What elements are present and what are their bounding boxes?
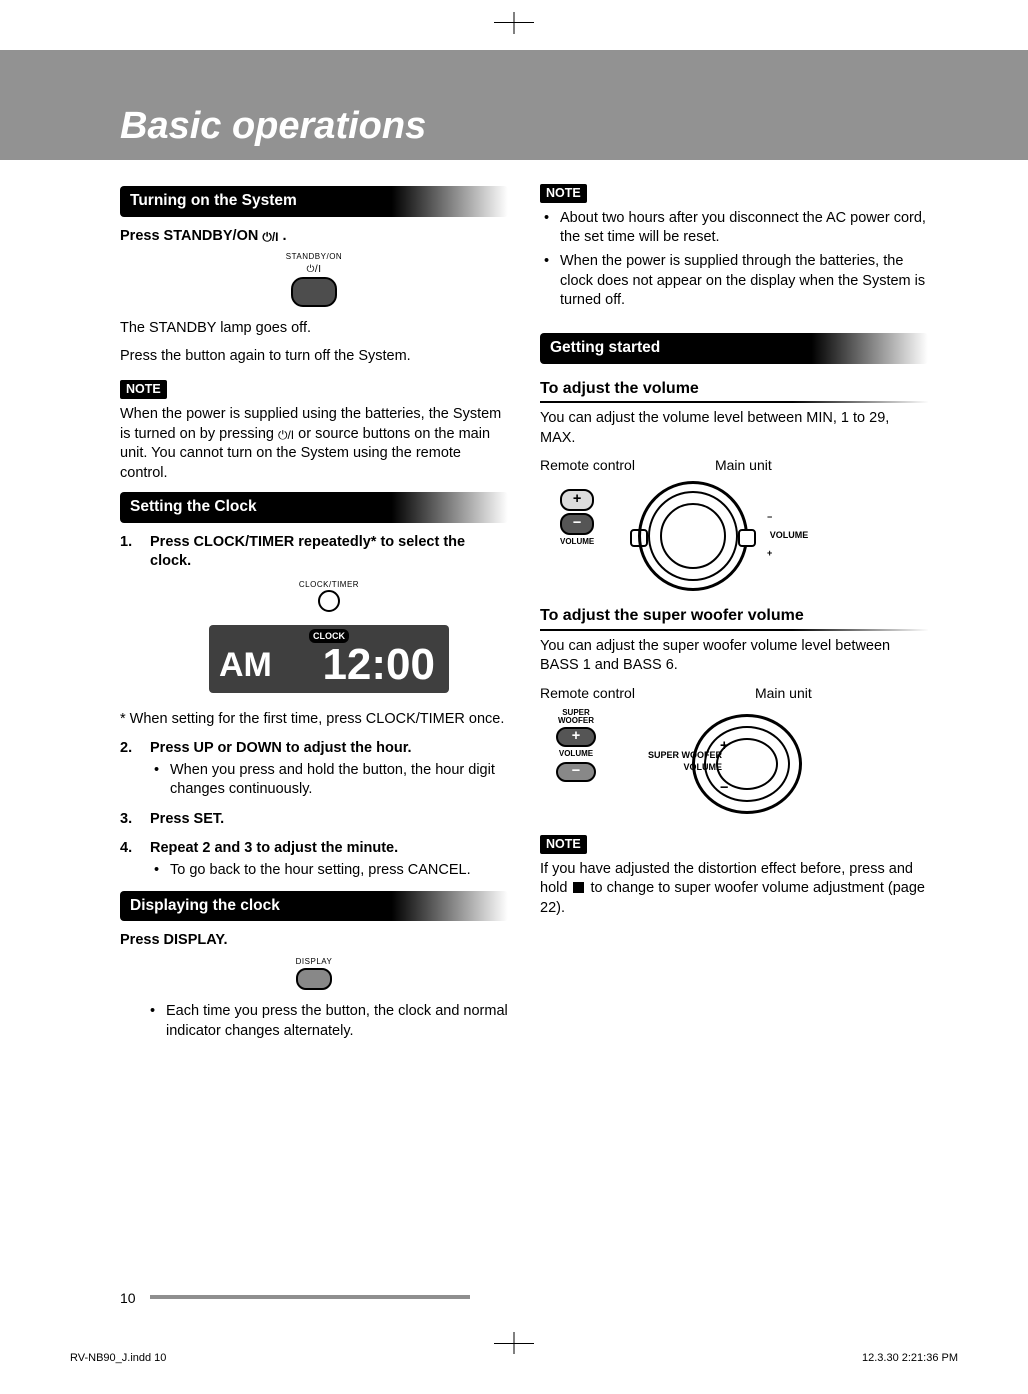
footnote: * When setting for the first time, press…	[120, 710, 508, 730]
power-icon: ⏻/I	[262, 230, 278, 244]
note-badge: NOTE	[540, 184, 587, 203]
step-number: 3.	[120, 810, 132, 830]
note-text: When the power is supplied using the bat…	[120, 405, 508, 483]
volume-knob: VOLUME − +	[632, 481, 754, 591]
print-footer: RV-NB90_J.indd 10 12.3.30 2:21:36 PM	[70, 1352, 958, 1364]
button-icon	[318, 590, 340, 612]
sub-bullet: To go back to the hour setting, press CA…	[150, 861, 508, 881]
crop-mark	[494, 22, 534, 23]
text: to change to super woofer volume adjustm…	[540, 880, 925, 916]
column-label: Remote control	[540, 456, 635, 475]
plus-icon: +	[767, 547, 772, 559]
label: SUPER WOOFER	[556, 709, 596, 725]
note-text: If you have adjusted the distortion effe…	[540, 860, 928, 919]
label: VOLUME	[560, 537, 594, 548]
button-icon	[296, 968, 332, 990]
step-text: Press SET.	[150, 810, 508, 830]
plus-button-icon: +	[560, 489, 594, 511]
footer-right: 12.3.30 2:21:36 PM	[862, 1352, 958, 1364]
sub-bullet: When you press and hold the button, the …	[150, 761, 508, 800]
button-icon	[291, 277, 337, 307]
note-item: When the power is supplied through the b…	[540, 252, 928, 311]
page-number-rule	[150, 1295, 470, 1299]
knob-label: VOLUME	[770, 529, 809, 541]
step-item: 1. Press CLOCK/TIMER repeatedly* to sele…	[120, 533, 508, 700]
remote-volume: + − VOLUME	[560, 487, 594, 548]
step-number: 1.	[120, 533, 132, 553]
text: .	[279, 228, 287, 244]
column-label: Main unit	[755, 684, 812, 703]
note-item: About two hours after you disconnect the…	[540, 209, 928, 248]
step-text: Press UP or DOWN to adjust the hour.	[150, 739, 508, 759]
note-badge: NOTE	[120, 380, 167, 399]
crop-mark	[494, 1343, 534, 1344]
step-text: Repeat 2 and 3 to adjust the minute.	[150, 839, 508, 859]
minus-button-icon: −	[560, 513, 594, 535]
minus-icon: −	[767, 511, 772, 523]
button-label: CLOCK/TIMER	[150, 580, 508, 591]
note-badge: NOTE	[540, 835, 587, 854]
lcd-am: AM	[219, 643, 272, 689]
step-text: Press CLOCK/TIMER repeatedly* to select …	[150, 533, 508, 572]
instruction: Press STANDBY/ON ⏻/I .	[120, 227, 508, 247]
power-icon: ⏻/I	[278, 428, 294, 442]
sub-heading: To adjust the super woofer volume	[540, 605, 928, 631]
page-title: Basic operations	[120, 105, 426, 148]
step-item: 4. Repeat 2 and 3 to adjust the minute. …	[120, 839, 508, 880]
body-text: The STANDBY lamp goes off.	[120, 319, 508, 339]
steps-list: 1. Press CLOCK/TIMER repeatedly* to sele…	[120, 533, 508, 700]
column-label: Main unit	[715, 456, 772, 475]
instruction: Press DISPLAY.	[120, 931, 508, 951]
button-label: STANDBY/ON	[120, 252, 508, 263]
section-heading: Turning on the System	[120, 186, 508, 217]
step-number: 4.	[120, 839, 132, 859]
stop-icon	[573, 882, 584, 893]
page-number: 10	[120, 1290, 136, 1306]
volume-controls-illustration: + − VOLUME VOLUME − +	[540, 481, 928, 591]
label: VOLUME	[556, 749, 596, 760]
body-text: Press the button again to turn off the S…	[120, 347, 508, 367]
body-text: You can adjust the volume level between …	[540, 409, 928, 448]
sub-heading: To adjust the volume	[540, 378, 928, 404]
column-label: Remote control	[540, 684, 635, 703]
lcd-time: 12:00	[322, 635, 435, 694]
remote-woofer: SUPER WOOFER + VOLUME −	[556, 709, 596, 784]
section-heading: Getting started	[540, 333, 928, 364]
step-item: 3. Press SET.	[120, 810, 508, 830]
standby-button-illustration: STANDBY/ON	[120, 252, 508, 313]
section-heading: Setting the Clock	[120, 492, 508, 523]
step-number: 2.	[120, 739, 132, 759]
woofer-controls-illustration: SUPER WOOFER + VOLUME − SUPER WOOFER VOL…	[540, 709, 928, 819]
power-icon	[120, 263, 508, 277]
woofer-knob: SUPER WOOFER VOLUME + −	[642, 709, 802, 819]
minus-button-icon: −	[556, 762, 596, 782]
body-text: You can adjust the super woofer volume l…	[540, 637, 928, 676]
footer-left: RV-NB90_J.indd 10	[70, 1352, 166, 1364]
display-button-illustration: DISPLAY	[120, 957, 508, 996]
section-heading: Displaying the clock	[120, 891, 508, 922]
left-column: Turning on the System Press STANDBY/ON ⏻…	[120, 178, 508, 1051]
right-column: NOTE About two hours after you disconnec…	[540, 178, 928, 1051]
step-item: 2. Press UP or DOWN to adjust the hour. …	[120, 739, 508, 800]
steps-list: 2. Press UP or DOWN to adjust the hour. …	[120, 739, 508, 880]
plus-button-icon: +	[556, 727, 596, 747]
lcd-display: CLOCK AM 12:00	[209, 625, 449, 693]
note-list: About two hours after you disconnect the…	[540, 209, 928, 311]
text: Press STANDBY/ON	[120, 228, 262, 244]
bullet-text: Each time you press the button, the cloc…	[146, 1002, 508, 1041]
button-label: DISPLAY	[120, 957, 508, 968]
crop-mark	[514, 12, 515, 34]
